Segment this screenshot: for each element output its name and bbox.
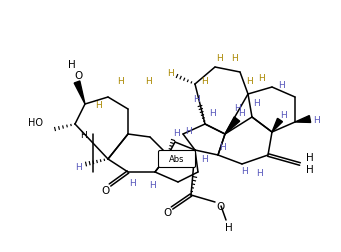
Polygon shape — [225, 117, 240, 135]
Text: H: H — [194, 94, 201, 103]
Text: H: H — [202, 155, 208, 164]
Text: H: H — [242, 166, 248, 175]
Polygon shape — [74, 82, 85, 105]
Text: H: H — [279, 80, 285, 89]
Text: H: H — [149, 180, 155, 189]
Text: H: H — [258, 73, 265, 82]
Text: H: H — [68, 60, 76, 70]
Text: H: H — [117, 76, 123, 85]
Text: O: O — [163, 207, 171, 217]
Text: H: H — [306, 164, 314, 174]
Text: H: H — [130, 178, 136, 187]
Text: O: O — [74, 71, 82, 81]
Text: H: H — [306, 152, 314, 162]
FancyBboxPatch shape — [159, 151, 195, 168]
Text: H: H — [281, 110, 287, 119]
Text: H: H — [75, 162, 81, 171]
Text: H: H — [209, 108, 216, 117]
Text: O: O — [217, 201, 225, 211]
Text: H: H — [80, 130, 86, 139]
Text: H: H — [217, 53, 223, 62]
Text: H: H — [167, 68, 173, 77]
Polygon shape — [272, 119, 282, 133]
Text: H: H — [225, 222, 233, 232]
Text: H: H — [235, 103, 241, 112]
Text: H: H — [202, 76, 208, 85]
Text: H: H — [173, 129, 179, 138]
Text: H: H — [314, 115, 321, 124]
Text: H: H — [145, 76, 151, 85]
Text: H: H — [257, 168, 263, 177]
Text: H: H — [220, 143, 226, 152]
Text: HO: HO — [28, 117, 43, 128]
Polygon shape — [295, 116, 311, 123]
Text: H: H — [232, 53, 238, 62]
Text: H: H — [254, 98, 261, 107]
Text: H: H — [247, 76, 253, 85]
Text: H: H — [239, 108, 246, 117]
Text: Abs: Abs — [169, 155, 185, 164]
Text: O: O — [101, 185, 109, 195]
Text: H: H — [94, 100, 101, 109]
Text: H: H — [184, 126, 191, 135]
